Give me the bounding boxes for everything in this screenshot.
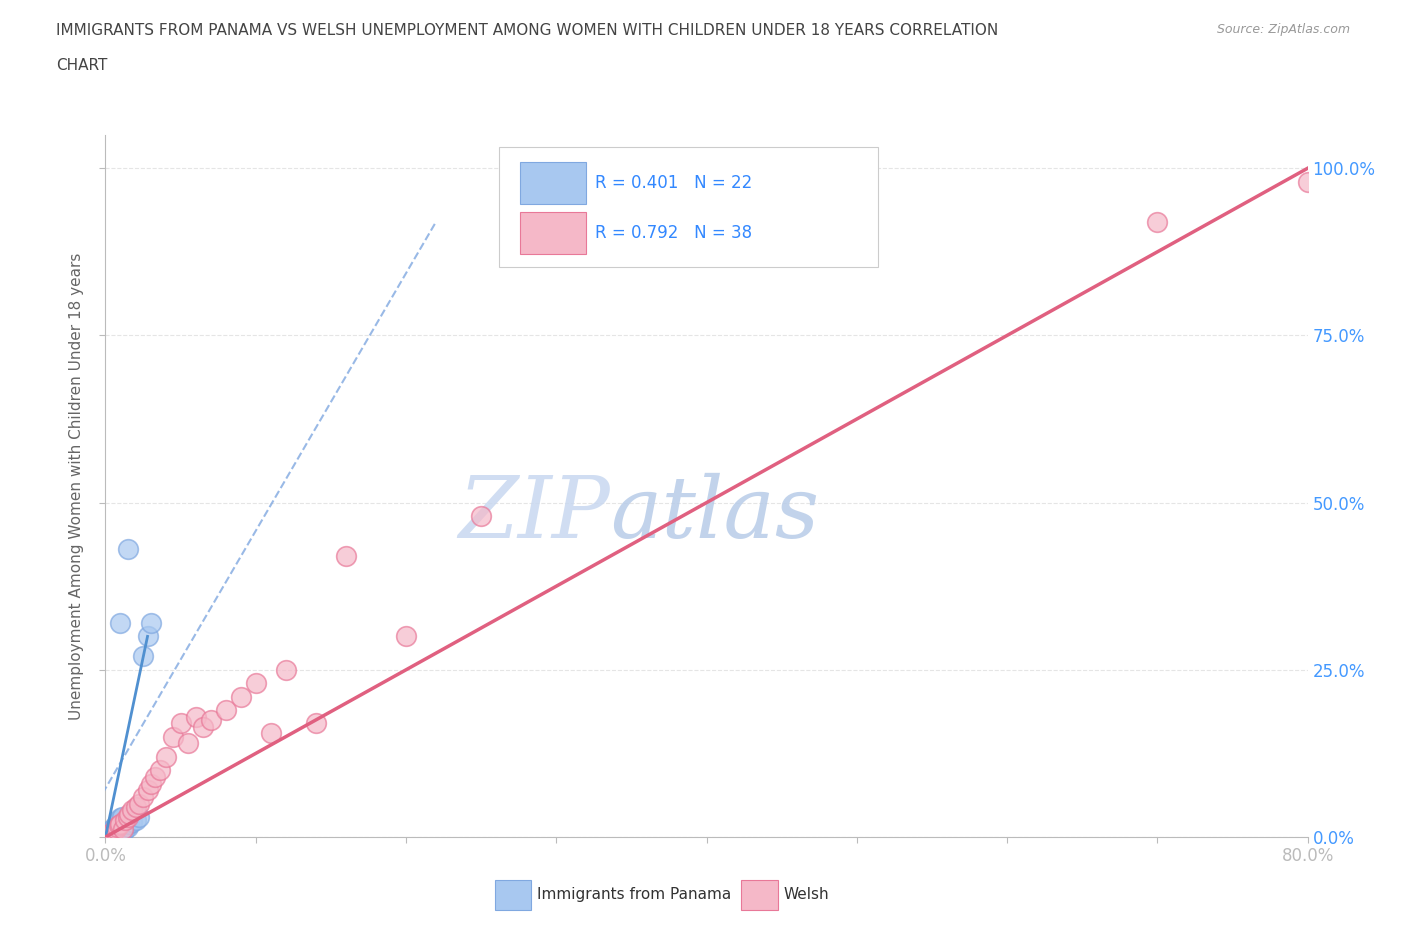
Point: [110, 811, 132, 826]
Point: [1146, 214, 1168, 229]
FancyBboxPatch shape: [520, 162, 586, 204]
Point: [162, 729, 184, 744]
Point: [1296, 174, 1319, 189]
Text: R = 0.401   N = 22: R = 0.401 N = 22: [595, 174, 752, 192]
Point: [100, 826, 122, 841]
Point: [214, 702, 236, 717]
Point: [118, 817, 141, 831]
Point: [108, 817, 131, 832]
Point: [155, 750, 177, 764]
Y-axis label: Unemployment Among Women with Children Under 18 years: Unemployment Among Women with Children U…: [69, 252, 84, 720]
Text: ZIP: ZIP: [458, 472, 610, 555]
Point: [101, 821, 124, 836]
Point: [124, 813, 146, 828]
Point: [139, 776, 162, 790]
Text: R = 0.792   N = 38: R = 0.792 N = 38: [595, 224, 752, 242]
Point: [110, 817, 132, 831]
Point: [97, 828, 120, 843]
Text: CHART: CHART: [56, 58, 108, 73]
Point: [103, 823, 125, 838]
Point: [143, 769, 166, 784]
Point: [395, 629, 418, 644]
Point: [112, 824, 135, 839]
Point: [128, 809, 150, 824]
Point: [98, 824, 121, 839]
Point: [274, 662, 297, 677]
Text: IMMIGRANTS FROM PANAMA VS WELSH UNEMPLOYMENT AMONG WOMEN WITH CHILDREN UNDER 18 : IMMIGRANTS FROM PANAMA VS WELSH UNEMPLOY…: [56, 23, 998, 38]
Text: Immigrants from Panama: Immigrants from Panama: [537, 887, 731, 902]
Point: [470, 509, 492, 524]
Point: [104, 817, 127, 832]
Point: [110, 616, 132, 631]
Point: [132, 649, 155, 664]
Point: [108, 813, 131, 828]
Point: [132, 790, 155, 804]
Point: [305, 716, 328, 731]
Text: atlas: atlas: [610, 472, 820, 555]
Point: [114, 813, 136, 828]
Point: [100, 823, 122, 838]
Point: [118, 806, 141, 821]
Point: [117, 819, 139, 834]
Point: [101, 824, 124, 839]
Point: [200, 712, 222, 727]
Point: [260, 726, 283, 741]
Point: [139, 616, 162, 631]
Point: [112, 821, 135, 836]
Point: [177, 736, 200, 751]
Point: [97, 826, 120, 841]
Text: Welsh: Welsh: [783, 887, 828, 902]
Point: [107, 817, 129, 831]
Point: [117, 809, 139, 824]
Point: [121, 815, 143, 830]
Text: Source: ZipAtlas.com: Source: ZipAtlas.com: [1216, 23, 1350, 36]
Point: [245, 676, 267, 691]
Point: [148, 763, 170, 777]
Point: [229, 689, 252, 704]
Point: [128, 796, 150, 811]
Point: [335, 549, 357, 564]
Point: [124, 800, 146, 815]
Point: [104, 821, 127, 836]
Point: [114, 821, 136, 836]
Point: [107, 819, 129, 834]
FancyBboxPatch shape: [499, 147, 879, 267]
Point: [111, 809, 134, 824]
Point: [136, 783, 159, 798]
Point: [191, 719, 214, 734]
Point: [136, 629, 159, 644]
Point: [169, 716, 191, 731]
Point: [184, 710, 207, 724]
FancyBboxPatch shape: [520, 212, 586, 254]
Point: [117, 542, 139, 557]
Point: [103, 819, 125, 834]
Point: [121, 803, 143, 817]
